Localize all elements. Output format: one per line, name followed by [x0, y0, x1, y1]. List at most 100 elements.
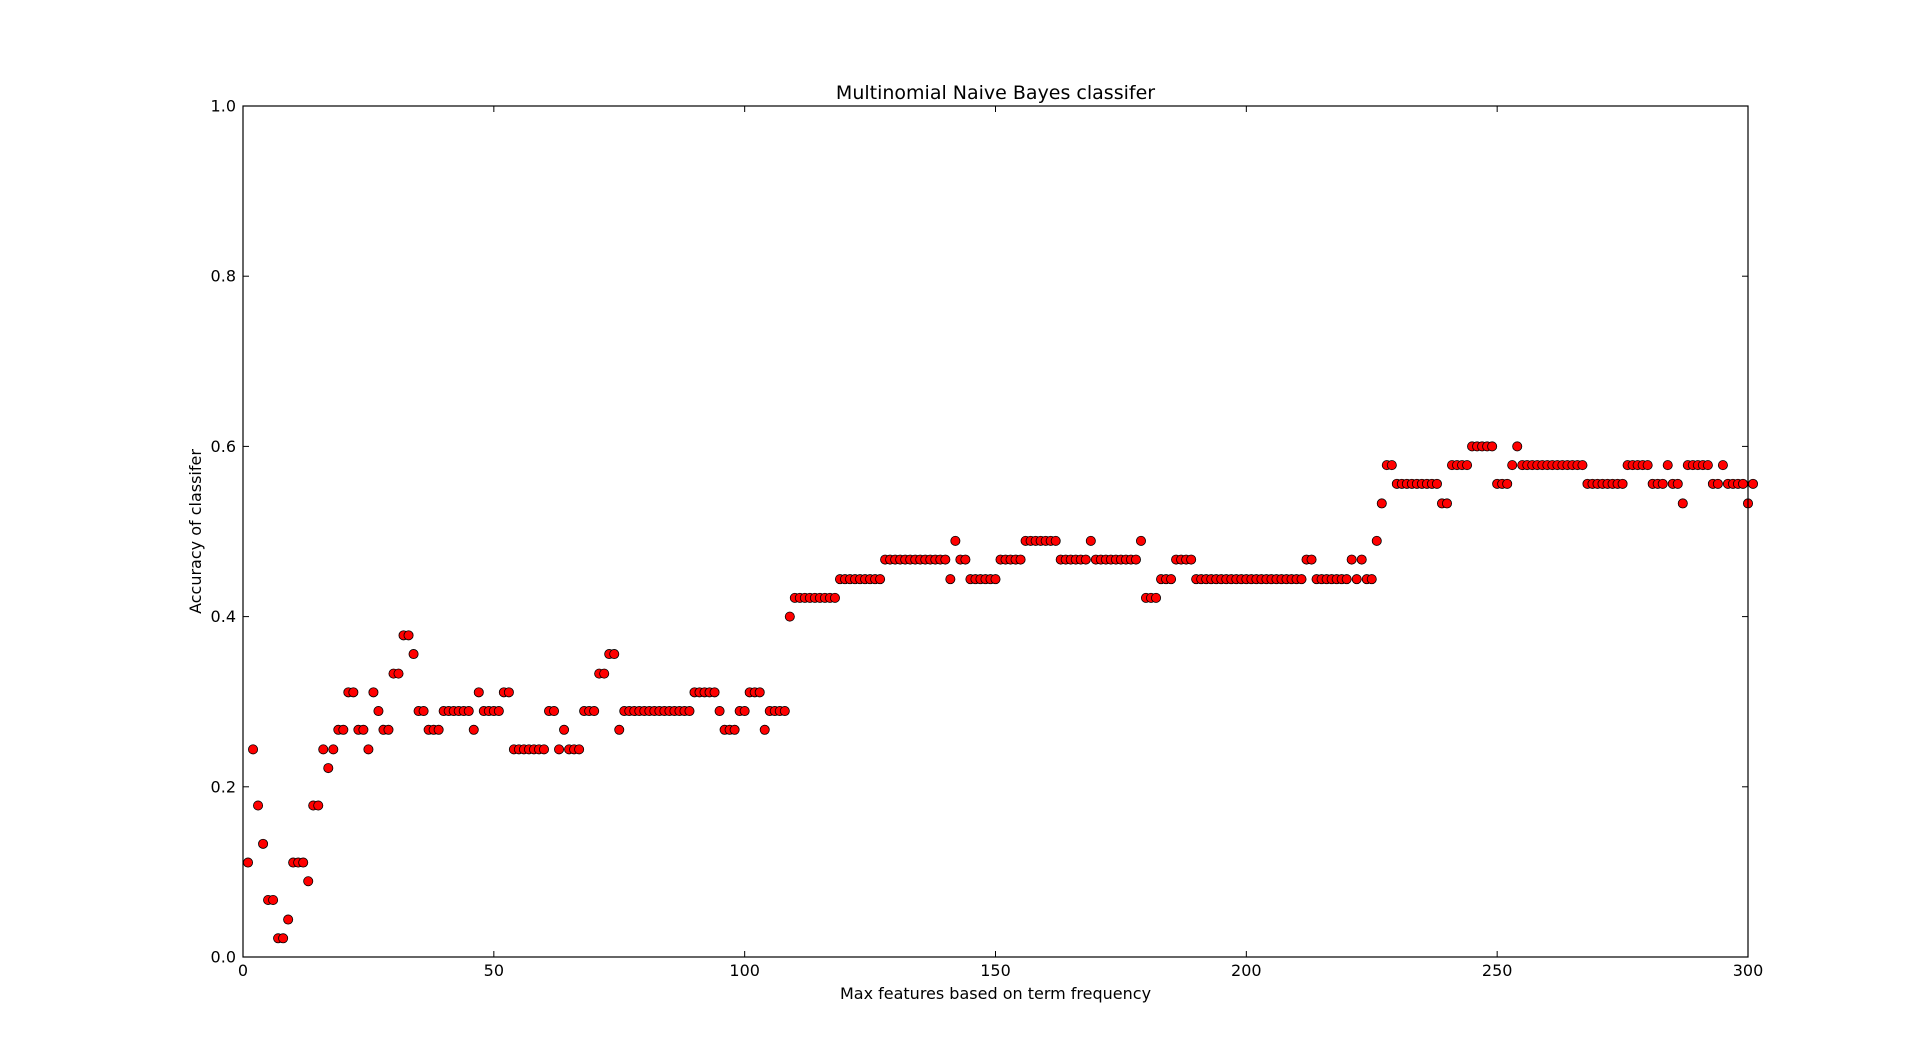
data-point [358, 724, 369, 735]
data-point [1366, 574, 1377, 585]
data-point [784, 611, 795, 622]
data-point [1462, 460, 1473, 471]
data-point [1050, 535, 1061, 546]
data-point [283, 914, 294, 925]
data-point [950, 535, 961, 546]
data-point [554, 744, 565, 755]
data-point [258, 838, 269, 849]
data-point [739, 706, 750, 717]
data-point [1657, 478, 1668, 489]
data-point [403, 630, 414, 641]
data-point [1642, 460, 1653, 471]
data-point [614, 724, 625, 735]
data-point [1186, 554, 1197, 565]
data-point [549, 706, 560, 717]
data-point [759, 724, 770, 735]
data-point [253, 800, 264, 811]
data-point [1306, 554, 1317, 565]
data-point [503, 687, 514, 698]
data-point [729, 724, 740, 735]
data-point [493, 706, 504, 717]
x-tick-label: 150 [980, 961, 1011, 980]
data-point [468, 724, 479, 735]
data-point [328, 744, 339, 755]
data-point [779, 706, 790, 717]
data-point [684, 706, 695, 717]
data-point [609, 649, 620, 660]
data-point [318, 744, 329, 755]
x-tick-label: 250 [1482, 961, 1513, 980]
data-point [243, 857, 254, 868]
data-point [473, 687, 484, 698]
data-points [243, 441, 1759, 944]
data-point [1487, 441, 1498, 452]
x-tick-label: 0 [238, 961, 248, 980]
x-tick-label: 50 [484, 961, 504, 980]
data-point [313, 800, 324, 811]
y-tick-label: 0.8 [211, 267, 236, 286]
data-point [1672, 478, 1683, 489]
chart-title: Multinomial Naive Bayes classifer [836, 82, 1155, 104]
data-point [829, 592, 840, 603]
axes-frame [242, 105, 1749, 958]
data-point [1085, 535, 1096, 546]
y-axis-title: Accuracy of classifer [186, 449, 205, 614]
data-point [1080, 554, 1091, 565]
data-point [278, 933, 289, 944]
data-point [1166, 574, 1177, 585]
data-point [1512, 441, 1523, 452]
data-point [1717, 460, 1728, 471]
data-point [418, 706, 429, 717]
data-point [463, 706, 474, 717]
data-point [1442, 498, 1453, 509]
data-point [1341, 574, 1352, 585]
data-point [433, 724, 444, 735]
x-axis-title: Max features based on term frequency [840, 984, 1151, 1003]
data-point [1151, 592, 1162, 603]
data-point [1356, 554, 1367, 565]
data-point [373, 706, 384, 717]
data-point [1677, 498, 1688, 509]
data-point [714, 706, 725, 717]
data-point [1662, 460, 1673, 471]
data-point [1502, 478, 1513, 489]
data-point [323, 763, 334, 774]
x-tick-label: 300 [1733, 961, 1764, 980]
data-point [348, 687, 359, 698]
data-point [1376, 498, 1387, 509]
y-tick-label: 0.2 [211, 777, 236, 796]
data-point [559, 724, 570, 735]
y-tick-label: 0.4 [211, 607, 236, 626]
data-point [1135, 535, 1146, 546]
data-point [338, 724, 349, 735]
data-point [940, 554, 951, 565]
data-point [754, 687, 765, 698]
y-tick-label: 0.0 [211, 948, 236, 967]
data-point [1371, 535, 1382, 546]
data-point [408, 649, 419, 660]
data-point [1577, 460, 1588, 471]
data-point [1296, 574, 1307, 585]
data-point [1617, 478, 1628, 489]
data-point [599, 668, 610, 679]
data-point [383, 724, 394, 735]
x-tick-label: 200 [1231, 961, 1262, 980]
data-point [268, 894, 279, 905]
y-tick-label: 0.6 [211, 437, 236, 456]
data-point [875, 574, 886, 585]
data-point [368, 687, 379, 698]
data-point [945, 574, 956, 585]
x-tick-label: 100 [729, 961, 760, 980]
data-point [248, 744, 259, 755]
data-point [709, 687, 720, 698]
data-point [574, 744, 585, 755]
data-point [1702, 460, 1713, 471]
data-point [298, 857, 309, 868]
data-point [1386, 460, 1397, 471]
data-point [1748, 478, 1759, 489]
data-point [1346, 554, 1357, 565]
data-point [1712, 478, 1723, 489]
